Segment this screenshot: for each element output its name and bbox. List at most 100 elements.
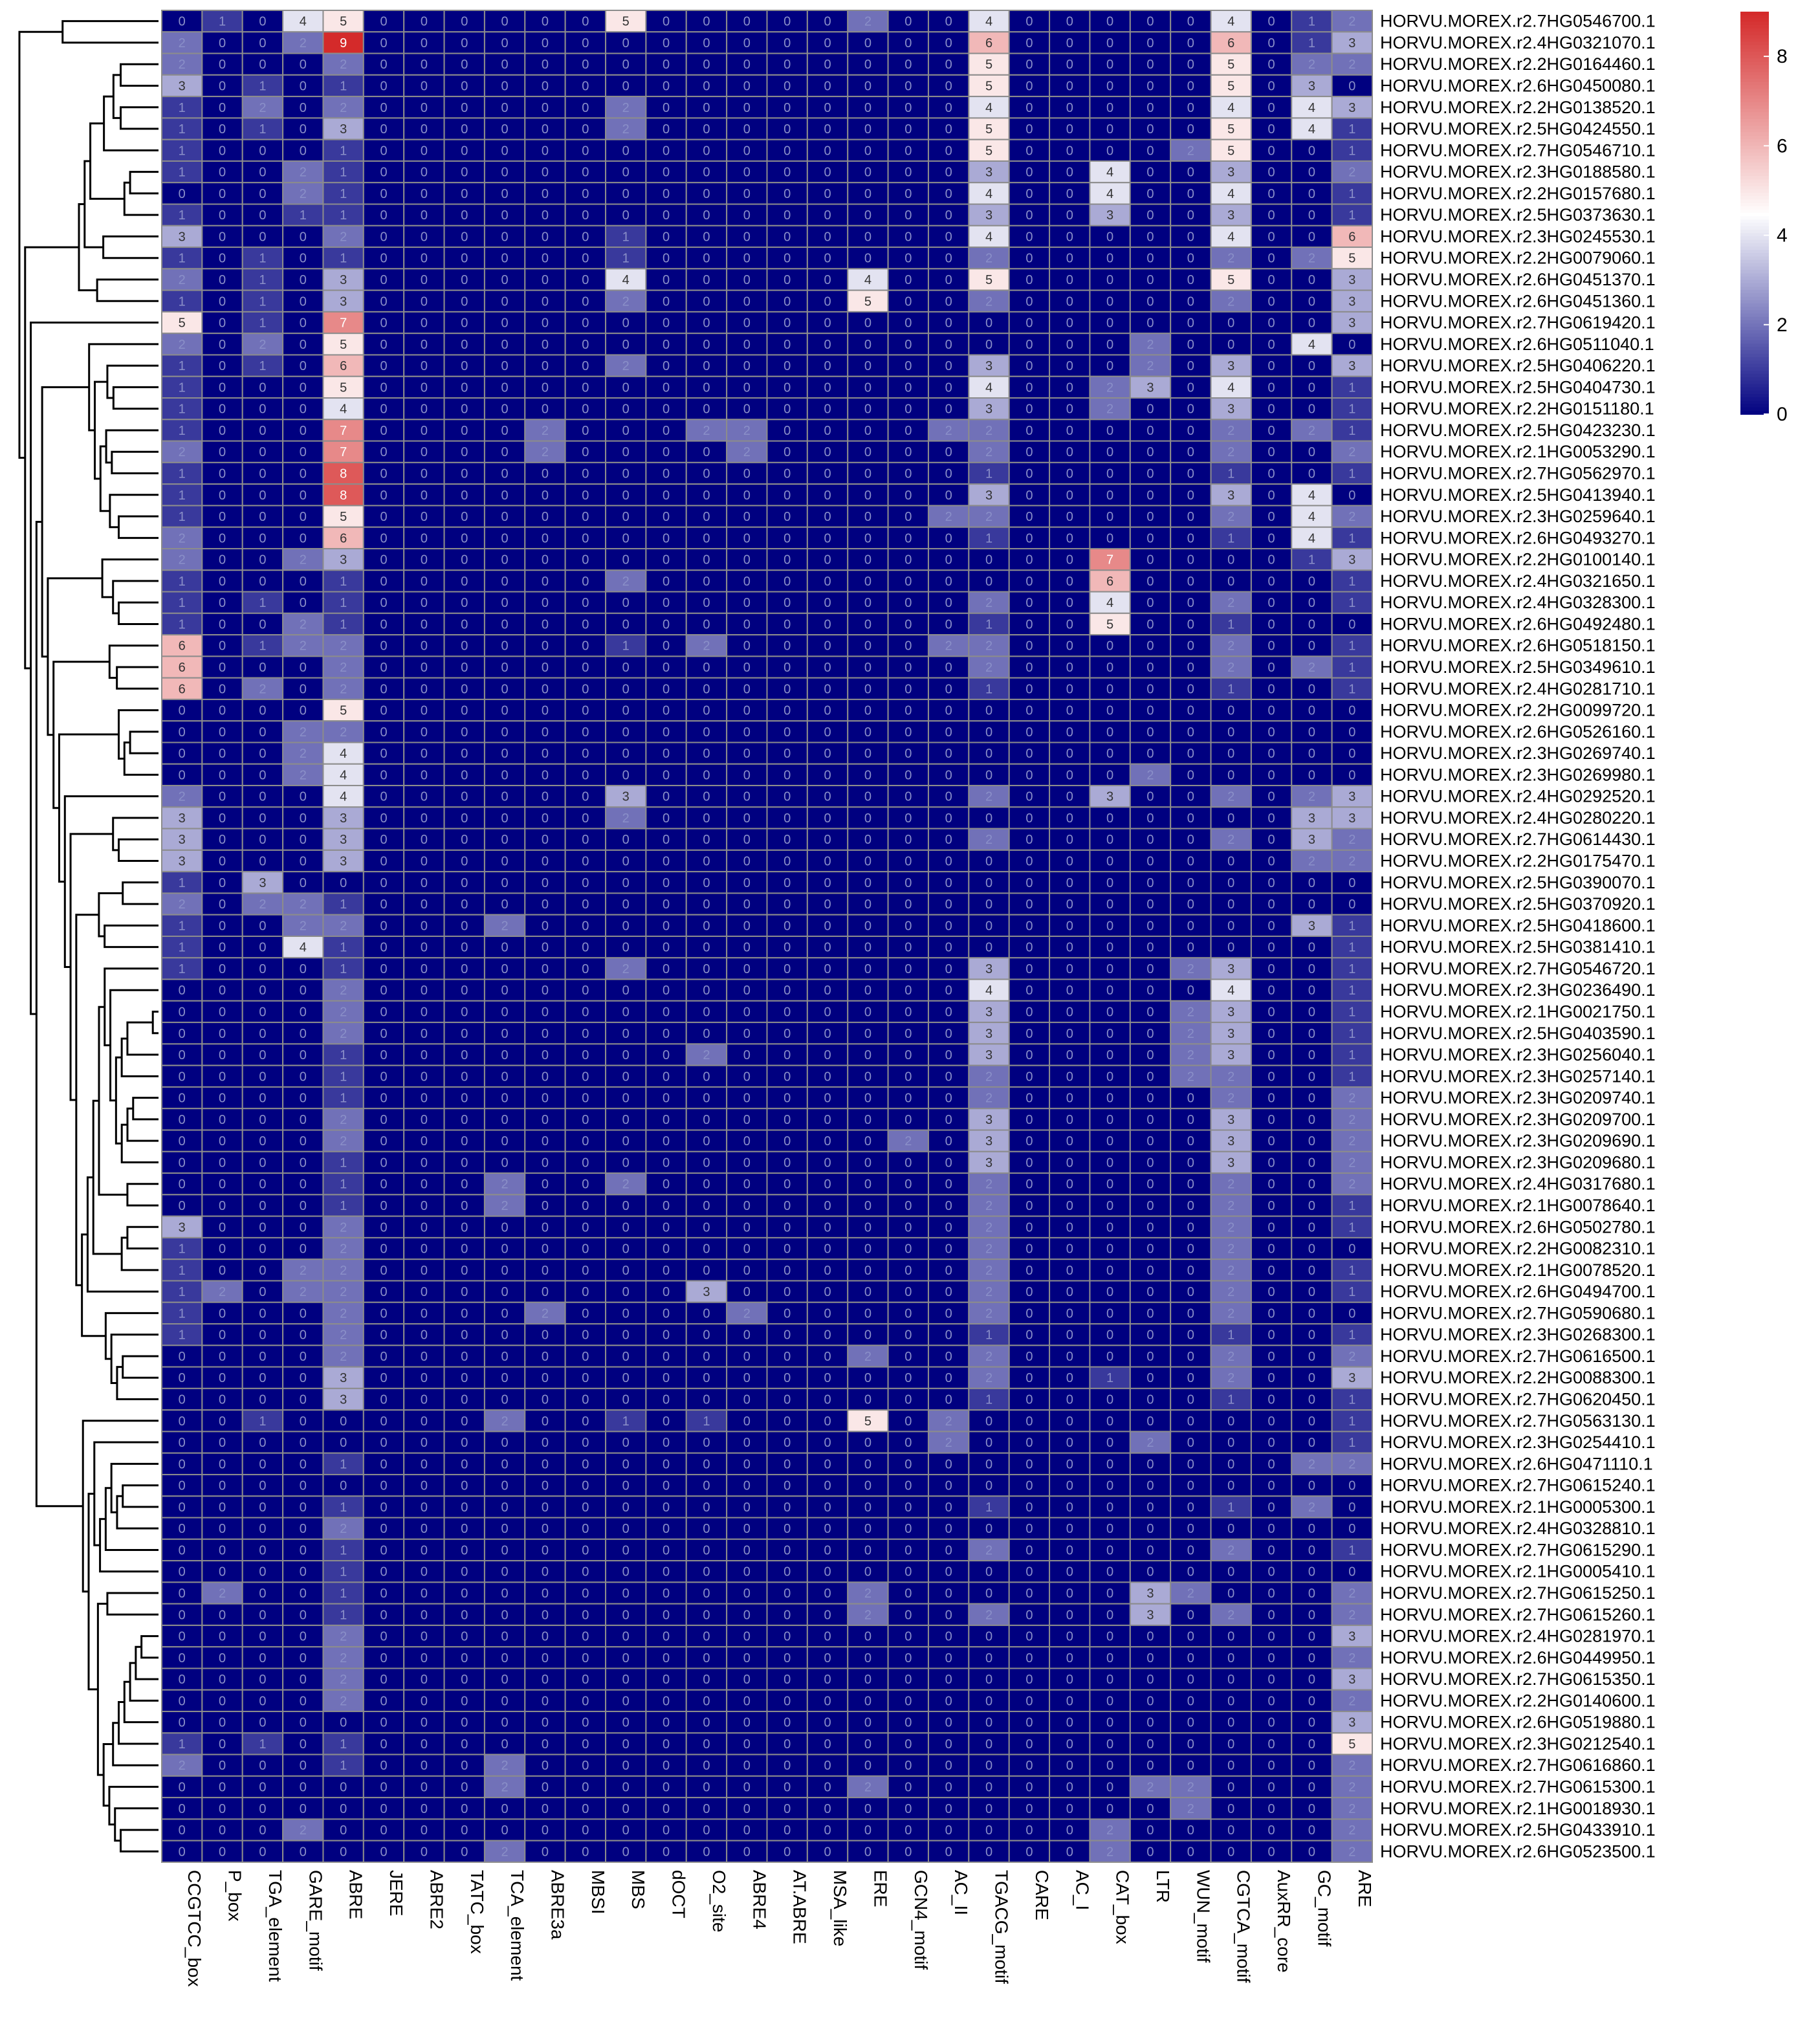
cell-value-label: 0 [784,294,791,309]
cell-value-label: 0 [421,1005,428,1019]
cell-value-label: 0 [380,1092,387,1106]
cell-value-label: 0 [179,1178,186,1192]
cell-value-label: 0 [1268,1587,1275,1601]
cell-value-label: 0 [1268,897,1275,912]
heatmap-cell [483,10,526,33]
cell-value-label: 0 [582,208,589,223]
cell-value-label: 1 [340,1608,347,1622]
cell-value-label: 0 [1025,768,1033,782]
cell-value-label: 0 [784,166,791,180]
cell-value-label: 0 [179,768,186,782]
cell-value-label: 0 [300,316,307,331]
cell-value-label: 0 [179,1543,186,1557]
cell-value-label: 3 [1308,79,1315,93]
cell-value-label: 0 [743,855,751,869]
cell-value-label: 0 [380,531,387,545]
cell-value-label: 0 [1227,876,1234,890]
cell-value-label: 1 [1348,402,1355,417]
cell-value-label: 1 [179,380,186,395]
cell-value-label: 0 [300,1500,307,1515]
cell-value-label: 0 [1025,897,1033,912]
cell-value-label: 0 [1146,596,1154,610]
cell-value-label: 1 [340,1500,347,1515]
cell-value-label: 0 [542,338,549,352]
cell-value-label: 0 [824,230,831,244]
cell-value-label: 2 [945,1414,952,1429]
cell-value-label: 0 [542,1156,549,1170]
cell-value-label: 0 [824,1522,831,1536]
cell-value-label: 0 [219,1436,226,1450]
cell-value-label: 0 [1025,338,1033,352]
cell-value-label: 0 [663,1500,670,1515]
cell-value-label: 0 [300,1220,307,1235]
cell-value-label: 0 [421,747,428,761]
cell-value-label: 0 [824,639,831,654]
cell-value-label: 0 [542,617,549,632]
cell-value-label: 0 [985,1694,992,1708]
cell-value-label: 0 [421,1716,428,1730]
cell-value-label: 0 [824,1565,831,1579]
cell-value-label: 3 [985,1113,992,1127]
cell-value-label: 0 [1227,338,1234,352]
cell-value-label: 0 [945,855,952,869]
cell-value-label: 0 [542,1759,549,1773]
cell-value-label: 0 [985,1673,992,1687]
cell-value-label: 0 [945,1694,952,1708]
cell-value-label: 0 [703,1587,710,1601]
cell-value-label: 0 [300,1350,307,1364]
cell-value-label: 0 [905,553,912,567]
cell-value-label: 0 [622,553,630,567]
cell-value-label: 0 [1106,230,1113,244]
cell-value-label: 0 [703,747,710,761]
cell-value-label: 0 [622,725,630,740]
cell-value-label: 0 [300,489,307,503]
cell-value-label: 0 [582,1199,589,1213]
cell-value-label: 0 [1146,639,1154,654]
cell-value-label: 2 [1146,338,1154,352]
cell-value-label: 0 [1227,855,1234,869]
cell-value-label: 0 [421,596,428,610]
cell-value-label: 0 [259,1264,266,1278]
cell-value-label: 5 [1348,252,1355,266]
cell-value-label: 2 [985,1306,992,1321]
cell-value-label: 0 [905,682,912,696]
cell-value-label: 0 [663,36,670,50]
cell-value-label: 0 [542,790,549,804]
cell-value-label: 0 [542,294,549,309]
cell-value-label: 0 [1348,1565,1355,1579]
cell-value-label: 0 [1106,1048,1113,1062]
cell-value-label: 1 [259,79,266,93]
cell-value-label: 0 [300,101,307,115]
cell-value-label: 0 [864,1199,872,1213]
cell-value-label: 2 [1106,402,1113,417]
cell-value-label: 0 [1025,941,1033,955]
cell-value-label: 0 [380,661,387,675]
cell-value-label: 0 [1308,230,1315,244]
cell-value-label: 0 [1146,316,1154,331]
cell-value-label: 0 [300,1716,307,1730]
cell-value-label: 1 [179,596,186,610]
cell-value-label: 0 [1187,380,1194,395]
cell-value-label: 0 [380,1113,387,1127]
cell-value-label: 0 [421,187,428,201]
cell-value-label: 2 [501,919,509,933]
cell-value-label: 0 [622,1070,630,1084]
cell-value-label: 0 [905,510,912,524]
cell-value-label: 2 [1308,424,1315,438]
cell-value-label: 0 [542,1220,549,1235]
dendrogram-branch [83,160,104,248]
cell-value-label: 0 [421,1436,428,1450]
cell-value-label: 0 [421,1027,428,1041]
cell-value-label: 4 [622,273,630,287]
cell-value-label: 3 [985,1027,992,1041]
cell-value-label: 0 [985,1522,992,1536]
cell-value-label: 0 [663,897,670,912]
cell-value-label: 0 [663,1113,670,1127]
cell-value-label: 3 [1227,359,1234,373]
cell-value-label: 0 [1268,1092,1275,1106]
cell-value-label: 0 [219,811,226,826]
cell-value-label: 0 [501,1436,509,1450]
cell-value-label: 0 [1308,639,1315,654]
cell-value-label: 0 [461,962,468,976]
cell-value-label: 0 [784,1371,791,1385]
